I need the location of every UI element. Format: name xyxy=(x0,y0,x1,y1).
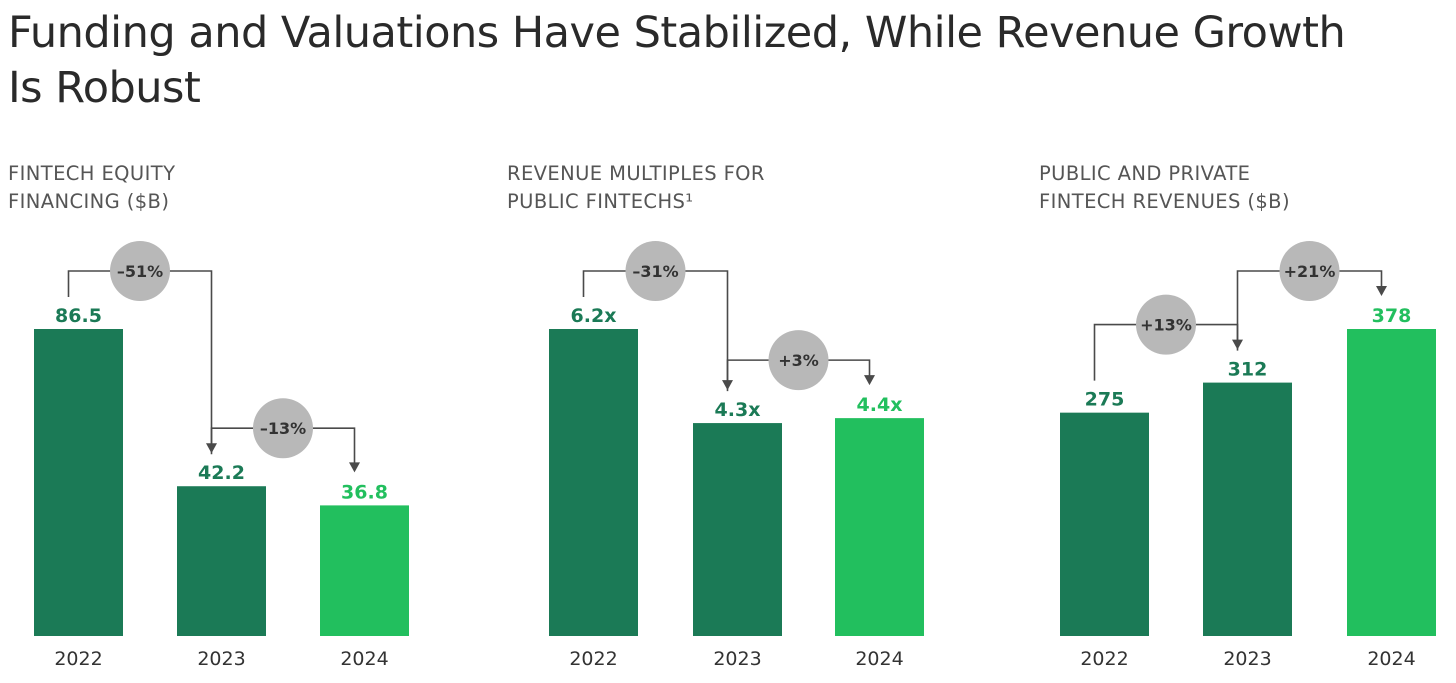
change-badge xyxy=(1279,241,1340,301)
value-label-2022: 6.2x xyxy=(571,305,617,327)
change-badge xyxy=(1136,294,1196,355)
bar-2023 xyxy=(1203,382,1292,636)
page-title-line-2: Is Robust xyxy=(8,63,201,113)
chart-plot: 6.2x 2022 4.3x 2023 4.4x 2024 –31% +3% xyxy=(549,241,924,670)
change-connector: +3% xyxy=(726,330,875,392)
change-badge-label: +21% xyxy=(1284,262,1336,281)
bar-2024 xyxy=(320,505,409,636)
x-tick-2022: 2022 xyxy=(54,648,102,670)
arrowhead-icon xyxy=(349,462,360,473)
chart-title-line-2: FINTECH REVENUES ($B) xyxy=(1039,190,1290,213)
chart-plot: 86.5 2022 42.2 2023 36.8 2024 –51% –13% xyxy=(34,241,409,670)
change-badge xyxy=(253,398,313,459)
change-connector: –31% xyxy=(582,241,733,391)
page-title-line-1: Funding and Valuations Have Stabilized, … xyxy=(8,8,1346,58)
x-tick-2023: 2023 xyxy=(713,648,761,670)
value-label-2023: 42.2 xyxy=(198,462,245,484)
bar-2022 xyxy=(549,329,638,636)
x-tick-2024: 2024 xyxy=(1367,648,1415,670)
page-title: Funding and Valuations Have Stabilized, … xyxy=(8,6,1408,116)
chart-title: PUBLIC AND PRIVATE FINTECH REVENUES ($B) xyxy=(1039,160,1456,216)
bar-2024 xyxy=(1347,329,1436,636)
change-badge-label: –13% xyxy=(260,419,306,438)
x-tick-2024: 2024 xyxy=(340,648,388,670)
chart-title-line-2: FINANCING ($B) xyxy=(8,190,170,213)
change-badge xyxy=(625,241,686,301)
value-label-2023: 312 xyxy=(1228,359,1268,381)
value-label-2024: 36.8 xyxy=(341,481,388,503)
x-tick-2023: 2023 xyxy=(1223,648,1271,670)
change-connector: +21% xyxy=(1236,241,1387,351)
bar-2022 xyxy=(34,329,123,636)
chart-title: FINTECH EQUITY FINANCING ($B) xyxy=(8,160,428,216)
change-badge-label: +13% xyxy=(1140,316,1192,335)
value-label-2024: 378 xyxy=(1372,305,1412,327)
change-badge-label: –31% xyxy=(632,262,678,281)
change-connector: –13% xyxy=(210,398,360,473)
value-label-2022: 86.5 xyxy=(55,305,102,327)
x-tick-2022: 2022 xyxy=(569,648,617,670)
bar-2022 xyxy=(1060,412,1149,636)
chart-plot: 275 2022 312 2023 378 2024 +13% +21% xyxy=(1060,241,1436,670)
x-tick-2023: 2023 xyxy=(197,648,245,670)
change-badge-label: –51% xyxy=(117,262,163,281)
chart-title: REVENUE MULTIPLES FOR PUBLIC FINTECHS¹ xyxy=(507,160,927,216)
change-connector: –51% xyxy=(67,241,217,454)
value-label-2024: 4.4x xyxy=(857,394,903,416)
change-badge xyxy=(768,330,829,391)
arrowhead-icon xyxy=(864,375,875,386)
change-badge xyxy=(110,241,170,301)
chart-title-line-1: FINTECH EQUITY xyxy=(8,162,176,185)
chart-title-line-1: REVENUE MULTIPLES FOR xyxy=(507,162,765,185)
value-label-2022: 275 xyxy=(1085,389,1125,411)
chart-title-line-2: PUBLIC FINTECHS¹ xyxy=(507,190,694,213)
change-connector: +13% xyxy=(1093,294,1243,381)
chart-title-line-1: PUBLIC AND PRIVATE xyxy=(1039,162,1251,185)
change-badge-label: +3% xyxy=(778,351,819,370)
x-tick-2024: 2024 xyxy=(855,648,903,670)
bar-2023 xyxy=(177,486,266,636)
arrowhead-icon xyxy=(1376,286,1387,296)
value-label-2023: 4.3x xyxy=(715,399,761,421)
x-tick-2022: 2022 xyxy=(1080,648,1128,670)
bar-2023 xyxy=(693,423,782,636)
bar-2024 xyxy=(835,418,924,636)
